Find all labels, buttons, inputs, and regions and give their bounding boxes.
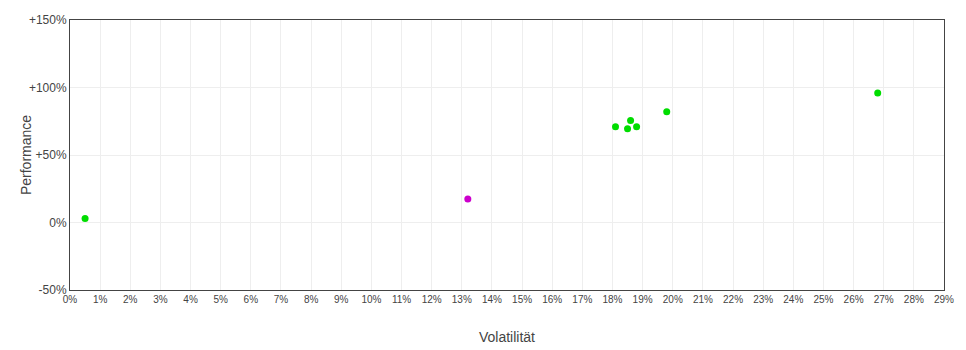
svg-text:2%: 2% xyxy=(123,294,138,305)
svg-text:5%: 5% xyxy=(213,294,228,305)
svg-text:+100%: +100% xyxy=(29,81,67,95)
svg-text:20%: 20% xyxy=(663,294,683,305)
svg-text:8%: 8% xyxy=(304,294,319,305)
svg-text:9%: 9% xyxy=(334,294,349,305)
svg-text:0%: 0% xyxy=(63,294,78,305)
svg-text:26%: 26% xyxy=(844,294,864,305)
svg-text:29%: 29% xyxy=(934,294,954,305)
svg-text:12%: 12% xyxy=(422,294,442,305)
svg-text:13%: 13% xyxy=(452,294,472,305)
svg-text:-50%: -50% xyxy=(39,283,67,297)
svg-text:15%: 15% xyxy=(512,294,532,305)
svg-text:1%: 1% xyxy=(93,294,108,305)
svg-text:+150%: +150% xyxy=(29,13,67,27)
svg-text:27%: 27% xyxy=(874,294,894,305)
svg-text:19%: 19% xyxy=(633,294,653,305)
svg-text:22%: 22% xyxy=(723,294,743,305)
svg-text:10%: 10% xyxy=(361,294,381,305)
svg-text:6%: 6% xyxy=(244,294,259,305)
svg-text:Performance: Performance xyxy=(18,115,34,195)
svg-text:0%: 0% xyxy=(49,216,67,230)
svg-text:+50%: +50% xyxy=(36,148,67,162)
svg-text:4%: 4% xyxy=(183,294,198,305)
svg-text:14%: 14% xyxy=(482,294,502,305)
svg-text:23%: 23% xyxy=(753,294,773,305)
svg-text:17%: 17% xyxy=(572,294,592,305)
svg-text:11%: 11% xyxy=(392,294,411,305)
svg-text:18%: 18% xyxy=(602,294,622,305)
svg-text:16%: 16% xyxy=(542,294,562,305)
svg-text:3%: 3% xyxy=(153,294,168,305)
svg-text:25%: 25% xyxy=(813,294,833,305)
svg-text:21%: 21% xyxy=(693,294,713,305)
svg-text:7%: 7% xyxy=(274,294,289,305)
svg-text:Volatilität: Volatilität xyxy=(479,329,535,345)
svg-text:28%: 28% xyxy=(904,294,924,305)
svg-text:24%: 24% xyxy=(783,294,803,305)
